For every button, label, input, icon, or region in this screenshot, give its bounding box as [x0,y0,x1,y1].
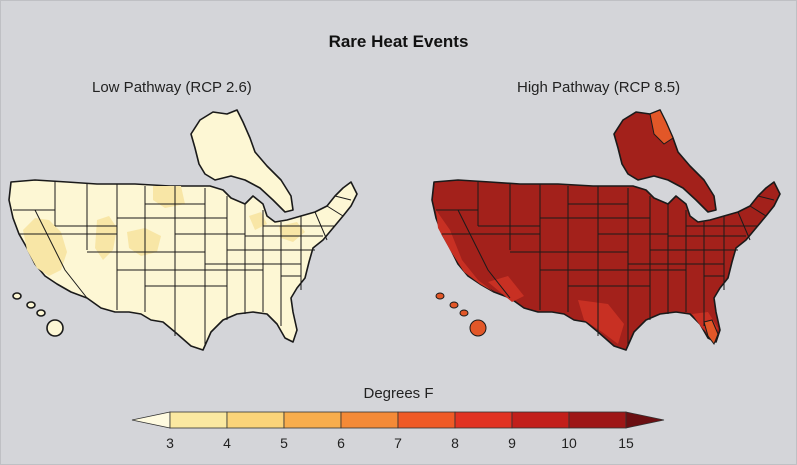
colorbar-tick-label: 5 [280,435,288,451]
colorbar-bin [340,411,399,429]
contiguous-us [431,179,781,351]
colorbar-tick-label: 3 [166,435,174,451]
colorbar: 3 4 5 6 7 8 9 10 15 [131,411,665,451]
colorbar-tick-label: 8 [451,435,459,451]
hawaii-islands [12,292,64,337]
state-borders [13,182,352,346]
colorbar-bin [283,411,342,429]
colorbar-tick-label: 6 [337,435,345,451]
colorbar-tick-label: 7 [394,435,402,451]
state-borders [436,182,775,346]
colorbar-min-arrow [131,411,171,429]
contiguous-us [8,179,358,351]
colorbar-tick-label: 15 [618,435,634,451]
alaska [190,109,294,213]
colorbar-tick-label: 10 [561,435,577,451]
colorbar-bin [169,411,228,429]
colorbar-max-arrow [625,411,665,429]
legend-title: Degrees F [363,385,434,402]
high-pathway-title: High Pathway (RCP 8.5) [517,79,681,96]
colorbar-bin [511,411,570,429]
alaska [613,109,717,213]
low-pathway-title: Low Pathway (RCP 2.6) [92,79,252,96]
colorbar-bin [226,411,285,429]
colorbar-tick-label: 9 [508,435,516,451]
colorbar-bin [397,411,456,429]
colorbar-bin [454,411,513,429]
hawaii-islands [435,292,487,337]
colorbar-bin [568,411,627,429]
low-pathway-map [8,109,358,351]
colorbar-tick-label: 4 [223,435,231,451]
high-pathway-map [431,109,781,351]
figure-title: Rare Heat Events [328,32,469,51]
